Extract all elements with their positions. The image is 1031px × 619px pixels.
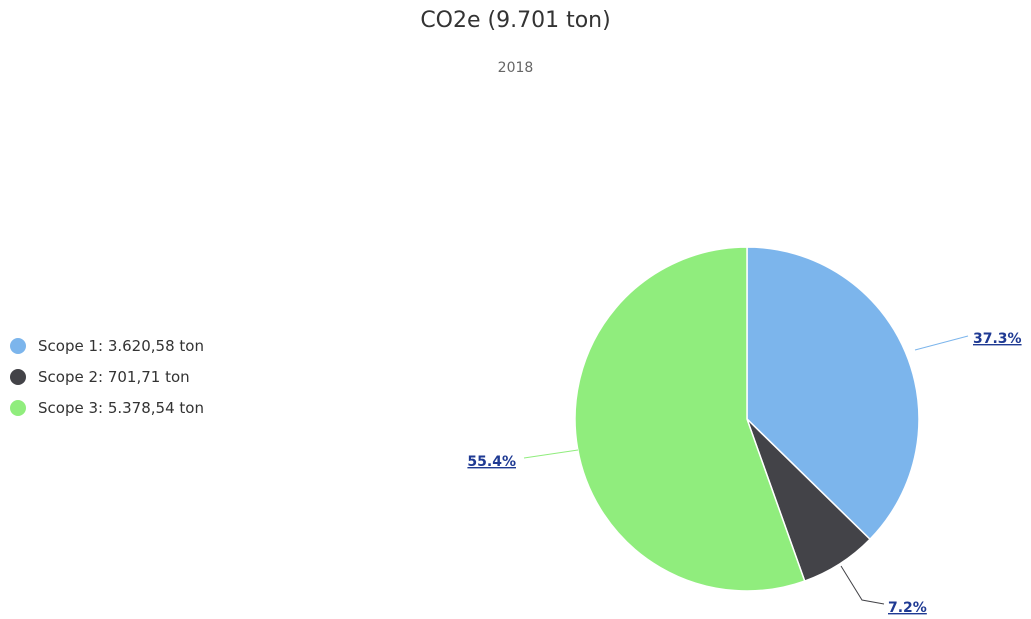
pie-slice-scope-1[interactable] xyxy=(746,246,920,541)
legend-symbol-scope-3 xyxy=(10,399,26,416)
legend-item-scope-3[interactable]: Scope 3: 5.378,54 ton xyxy=(10,392,204,423)
connector-scope-2 xyxy=(840,565,885,605)
chart-legend: Scope 1: 3.620,58 ton Scope 2: 701,71 to… xyxy=(10,330,204,423)
legend-symbol-scope-2 xyxy=(10,368,26,385)
connector-scope-1 xyxy=(914,335,969,351)
legend-label-scope-2: Scope 2: 701,71 ton xyxy=(38,367,190,386)
legend-label-scope-1: Scope 1: 3.620,58 ton xyxy=(38,336,204,355)
legend-label-scope-3: Scope 3: 5.378,54 ton xyxy=(38,398,204,417)
pie-slice-scope-3[interactable] xyxy=(574,246,806,592)
chart-title: CO2e (9.701 ton) xyxy=(420,8,611,33)
legend-item-scope-1[interactable]: Scope 1: 3.620,58 ton xyxy=(10,330,204,361)
legend-item-scope-2[interactable]: Scope 2: 701,71 ton xyxy=(10,361,204,392)
data-label-scope-1: 37.3% xyxy=(973,331,1022,347)
legend-symbol-scope-1 xyxy=(10,337,26,354)
connector-scope-3 xyxy=(523,449,579,459)
data-label-scope-2: 7.2% xyxy=(888,600,927,616)
chart-subtitle: 2018 xyxy=(497,60,534,76)
data-label-scope-3: 55.4% xyxy=(467,454,516,470)
